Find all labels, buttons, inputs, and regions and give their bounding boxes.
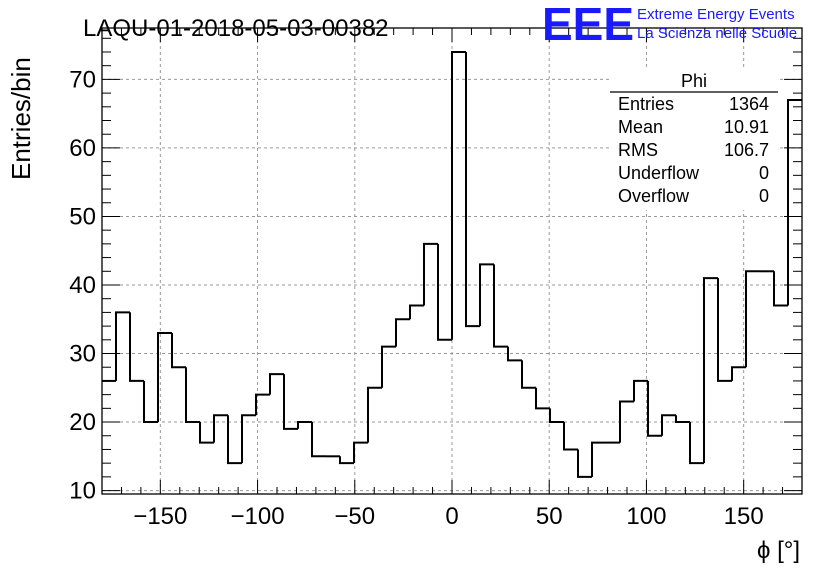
logo-line-2: La Scienza nelle Scuole [637, 25, 797, 42]
histogram-bin [143, 380, 158, 424]
histogram-bin [269, 373, 284, 395]
histogram-bin [339, 456, 354, 465]
histogram-bin [283, 374, 298, 430]
run-title: LAQU-01-2018-05-03-00382 [83, 15, 389, 42]
x-tick-label: −50 [334, 503, 375, 530]
x-axis-title: ϕ [°] [757, 537, 800, 564]
eee-logo: EEE [542, 0, 634, 50]
histogram-bin [213, 414, 228, 443]
y-tick-label: 40 [69, 272, 96, 299]
histogram-bin [451, 50, 466, 340]
stats-value: 106.7 [724, 140, 769, 160]
histogram-bin [409, 304, 424, 320]
stats-label: Entries [618, 94, 674, 114]
histogram-bin [311, 422, 326, 458]
histogram-bin [255, 393, 270, 416]
axis-ticks [101, 28, 803, 494]
histogram-bin [535, 387, 550, 410]
histogram-bin [591, 441, 606, 477]
histogram-bin [675, 415, 690, 424]
stats-box: Phi Entries 1364 Mean 10.91 RMS 106.7 Un… [610, 68, 778, 210]
histogram-bin [689, 422, 704, 465]
x-tick-label: 0 [445, 503, 458, 530]
histogram-bin [661, 414, 676, 436]
histogram-bin [381, 345, 396, 388]
y-tick-label: 20 [69, 409, 96, 436]
y-tick-label: 60 [69, 135, 96, 162]
histogram-bin [353, 441, 368, 464]
y-tick-label: 50 [69, 203, 96, 230]
histogram-bin [507, 346, 522, 362]
stats-label: RMS [618, 140, 658, 160]
histogram-bin [577, 449, 592, 478]
y-axis-title: Entries/bin [6, 57, 36, 180]
histogram-bin [773, 271, 788, 307]
x-tick-label: 50 [536, 503, 563, 530]
histogram-bin [241, 414, 256, 464]
histogram-bin [129, 312, 144, 382]
histogram-bin [185, 367, 200, 424]
y-tick-label: 10 [69, 478, 96, 505]
histogram-bin [731, 366, 746, 381]
histogram-bin [297, 421, 312, 429]
logo-line-1: Extreme Energy Events [637, 6, 795, 23]
histogram-bin [437, 243, 452, 341]
histogram-bin [115, 311, 130, 381]
stats-value: 0 [759, 186, 769, 206]
x-tick-label: 100 [626, 503, 666, 530]
histogram-bin [395, 318, 410, 347]
histogram-bin [423, 242, 438, 306]
stats-value: 0 [759, 163, 769, 183]
histogram-bin [787, 98, 802, 306]
histogram-bin [619, 400, 634, 443]
histogram-bin [633, 379, 648, 402]
x-tick-label: −150 [133, 503, 187, 530]
y-tick-label: 30 [69, 341, 96, 368]
x-tick-label: −100 [231, 503, 285, 530]
histogram-bin [171, 332, 186, 369]
histogram-bin [647, 380, 662, 437]
histogram-bin [367, 386, 382, 443]
y-tick-label: 70 [69, 66, 96, 93]
histogram-bin [549, 408, 564, 424]
histogram-bin [493, 264, 508, 348]
stats-label: Overflow [618, 186, 690, 206]
stats-label: Mean [618, 117, 663, 137]
histogram-bin [465, 51, 480, 328]
histogram-series [102, 50, 802, 478]
x-tick-label: 150 [724, 503, 764, 530]
stats-value: 10.91 [724, 117, 769, 137]
histogram-bin [157, 331, 172, 423]
histogram-bin [745, 270, 760, 368]
stats-label: Underflow [618, 163, 700, 183]
stats-value: 1364 [729, 94, 769, 114]
histogram-bin [227, 415, 242, 465]
stats-title: Phi [681, 71, 707, 91]
histogram-bin [563, 422, 578, 451]
tick-labels: −150 −100 −50 0 50 100 150 10 20 30 40 50 60 70 [69, 66, 763, 530]
histogram-bin [521, 360, 536, 389]
histogram-bin [703, 277, 718, 464]
histogram-bin [199, 422, 214, 444]
histogram-bin [717, 278, 732, 382]
histogram-bin [479, 263, 494, 327]
